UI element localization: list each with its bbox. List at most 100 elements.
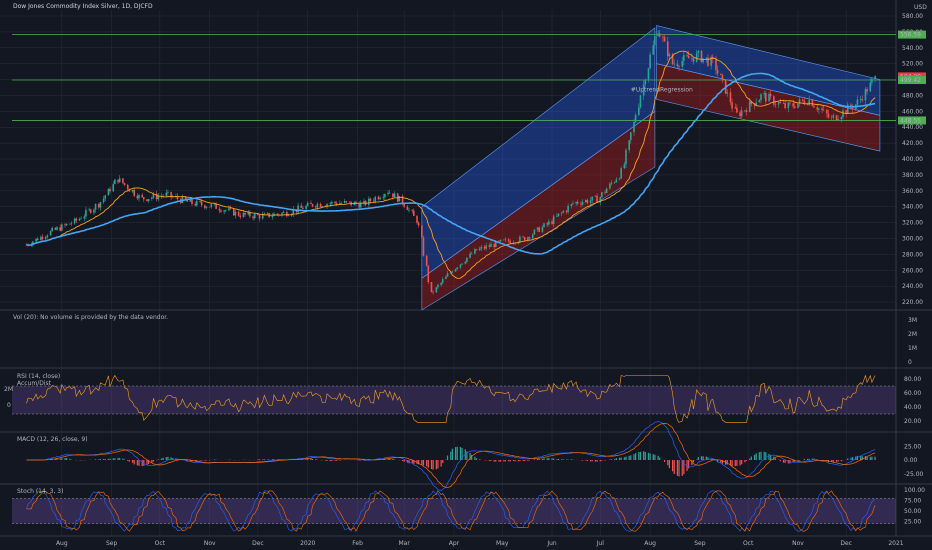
macd-histogram-bar [524, 460, 526, 462]
candle-body [777, 102, 780, 105]
candle-body [425, 255, 428, 266]
candle-body [93, 209, 95, 213]
macd-histogram-bar [765, 452, 767, 460]
candle-body [374, 196, 377, 202]
candle-body [44, 237, 47, 239]
candle-body [697, 50, 700, 54]
time-tick-label: May [496, 540, 509, 547]
candle-body [596, 195, 598, 203]
candle-body [122, 178, 124, 183]
candle-body [483, 246, 486, 249]
candle-body [392, 193, 394, 198]
macd-histogram-bar [508, 460, 510, 462]
candle-body [189, 199, 192, 202]
candle-body [769, 93, 772, 97]
candle-body [560, 212, 563, 214]
macd-histogram-bar [104, 459, 106, 460]
candle-body [503, 239, 505, 241]
macd-histogram-bar [623, 457, 625, 460]
macd-histogram-bar [119, 457, 121, 460]
candle-body [97, 204, 100, 208]
macd-histogram-bar [770, 455, 772, 460]
candle-body [570, 204, 573, 206]
candle-body [866, 89, 868, 92]
candle-body [840, 117, 843, 120]
candle-body [316, 203, 319, 208]
macd-histogram-bar [411, 460, 413, 464]
macd-histogram-bar [263, 459, 265, 460]
candle-body [620, 168, 622, 179]
candle-body [726, 92, 729, 94]
candle-body [678, 66, 680, 67]
candle-body [199, 200, 201, 202]
candle-body [519, 236, 521, 242]
time-tick-label: Nov [204, 540, 216, 547]
candle-body [319, 203, 322, 207]
macd-histogram-bar [408, 460, 410, 464]
candle-body [668, 54, 671, 57]
macd-histogram-bar [479, 459, 481, 460]
candle-body [314, 206, 317, 208]
candle-body [114, 179, 116, 185]
candle-body [401, 196, 404, 204]
candle-body [167, 191, 169, 193]
candle-body [335, 203, 338, 205]
candle-body [594, 195, 597, 197]
candle-body [224, 210, 227, 211]
candle-body [666, 41, 669, 57]
macd-histogram-bar [721, 460, 724, 464]
candle-body [861, 99, 864, 101]
candle-body [683, 55, 685, 61]
macd-histogram-bar [324, 460, 327, 461]
macd-histogram-bar [625, 456, 627, 460]
candle-body [334, 201, 336, 204]
candle-body [435, 287, 438, 293]
candle-body [368, 198, 370, 205]
candle-body [663, 37, 666, 42]
candle-body [869, 82, 872, 92]
candle-body [572, 203, 574, 205]
time-tick-label: Oct [743, 540, 754, 547]
candle-body [162, 195, 164, 197]
candle-body [649, 54, 651, 69]
candle-body [734, 107, 737, 109]
macd-histogram-bar [753, 454, 756, 460]
candle-body [490, 244, 492, 247]
macd-histogram-bar [654, 454, 656, 460]
macd-histogram-bar [659, 457, 661, 460]
macd-histogram-bar [657, 455, 659, 460]
candle-body [422, 237, 425, 256]
stoch-tick-label: 100.00 [904, 487, 925, 494]
candle-body [822, 109, 825, 111]
macd-histogram-bar [647, 452, 650, 460]
candle-body [441, 279, 444, 283]
candle-body [806, 104, 809, 105]
candle-body [310, 202, 312, 205]
macd-histogram-bar [422, 460, 425, 466]
candle-body [498, 240, 500, 242]
candle-body [208, 206, 211, 208]
candle-body [416, 215, 418, 223]
macd-tick-label: 0.00 [904, 457, 918, 464]
candle-body [257, 213, 259, 216]
macd-histogram-bar [803, 459, 805, 460]
candle-body [204, 205, 206, 208]
candle-body [249, 211, 251, 217]
macd-histogram-bar [734, 460, 736, 467]
macd-histogram-bar [257, 459, 259, 460]
macd-histogram-bar [601, 460, 603, 461]
macd-histogram-bar [112, 458, 114, 460]
candle-body [244, 212, 246, 215]
macd-histogram-bar [339, 460, 341, 461]
macd-histogram-bar [864, 456, 867, 460]
macd-histogram-bar [565, 459, 568, 460]
macd-histogram-bar [553, 458, 555, 460]
candle-body [591, 196, 594, 201]
candle-body [538, 227, 540, 232]
volume-tick-label: 1M [908, 345, 917, 352]
macd-histogram-bar [109, 458, 111, 460]
candle-body [302, 207, 304, 209]
candle-body [403, 203, 405, 207]
candle-body [552, 216, 555, 224]
